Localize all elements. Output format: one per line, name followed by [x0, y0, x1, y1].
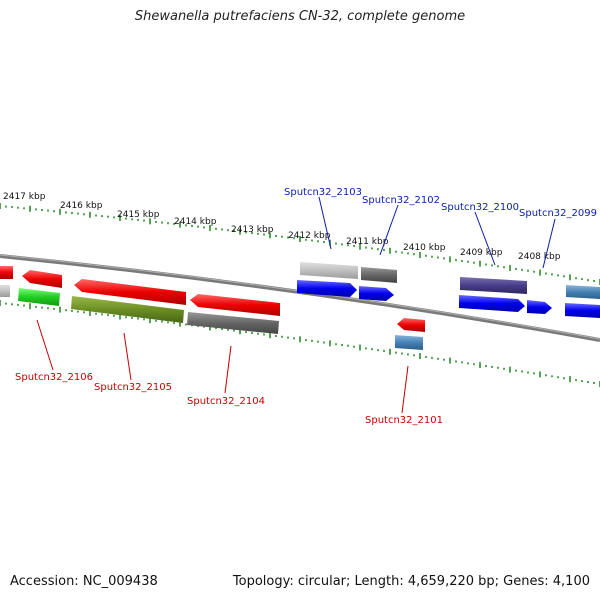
outer-tick-row: [0, 203, 600, 285]
gene-label-forward[interactable]: Sputcn32_2103: [284, 187, 362, 198]
map-title: Shewanella putrefaciens CN-32, complete …: [134, 9, 466, 24]
label-connector: [318, 196, 332, 250]
gene-feature[interactable]: [359, 286, 394, 301]
scale-label: 2410 kbp: [403, 243, 446, 253]
topology-text: Topology: circular; Length: 4,659,220 bp…: [232, 574, 590, 589]
gene-labels: Sputcn32_2103 Sputcn32_2102 Sputcn32_210…: [15, 187, 597, 426]
accession-text: Accession: NC_009438: [10, 574, 158, 589]
gene-feature[interactable]: [300, 262, 358, 279]
inner-feature-row: [0, 285, 425, 350]
gene-feature[interactable]: [397, 318, 425, 332]
gene-feature[interactable]: [566, 285, 600, 299]
gene-feature[interactable]: [190, 294, 280, 316]
gene-label-forward[interactable]: Sputcn32_2102: [362, 195, 440, 206]
scale-label: 2414 kbp: [174, 217, 217, 227]
gene-feature[interactable]: [395, 335, 423, 350]
gene-label-reverse[interactable]: Sputcn32_2106: [15, 372, 93, 383]
scale-label: 2408 kbp: [518, 252, 561, 262]
label-connector: [542, 218, 556, 269]
label-connector: [224, 345, 232, 394]
label-connector: [379, 204, 399, 256]
gene-feature[interactable]: [527, 300, 552, 314]
scale-label: 2411 kbp: [346, 237, 389, 247]
label-connector: [123, 332, 132, 381]
gene-label-reverse[interactable]: Sputcn32_2104: [187, 396, 265, 407]
outer-feature-row: [0, 262, 600, 318]
gene-feature[interactable]: [0, 285, 10, 297]
gene-label-reverse[interactable]: Sputcn32_2105: [94, 382, 172, 393]
gene-label-forward[interactable]: Sputcn32_2099: [519, 208, 597, 219]
gene-label-reverse[interactable]: Sputcn32_2101: [365, 415, 443, 426]
label-connectors: [36, 196, 556, 414]
scale-label: 2417 kbp: [3, 192, 46, 202]
gene-feature[interactable]: [22, 270, 62, 288]
gene-feature[interactable]: [459, 295, 525, 312]
gene-feature[interactable]: [71, 296, 184, 323]
gene-feature[interactable]: [297, 280, 357, 297]
scale-label: 2416 kbp: [60, 201, 103, 211]
gene-label-forward[interactable]: Sputcn32_2100: [441, 202, 519, 213]
label-connector: [401, 365, 409, 414]
gene-feature[interactable]: [460, 277, 527, 294]
scale-labels: 2417 kbp 2416 kbp 2415 kbp 2414 kbp 2413…: [3, 192, 561, 262]
scale-label: 2409 kbp: [460, 248, 503, 258]
scale-label: 2415 kbp: [117, 210, 160, 220]
label-connector: [474, 211, 496, 266]
label-connector: [36, 319, 54, 371]
gene-feature[interactable]: [0, 266, 13, 279]
gene-feature[interactable]: [361, 267, 397, 283]
scale-label: 2412 kbp: [288, 231, 331, 241]
gene-feature[interactable]: [187, 312, 279, 334]
scale-label: 2413 kbp: [231, 225, 274, 235]
gene-feature[interactable]: [74, 279, 186, 305]
gene-feature[interactable]: [18, 288, 60, 306]
gene-feature[interactable]: [565, 303, 600, 318]
